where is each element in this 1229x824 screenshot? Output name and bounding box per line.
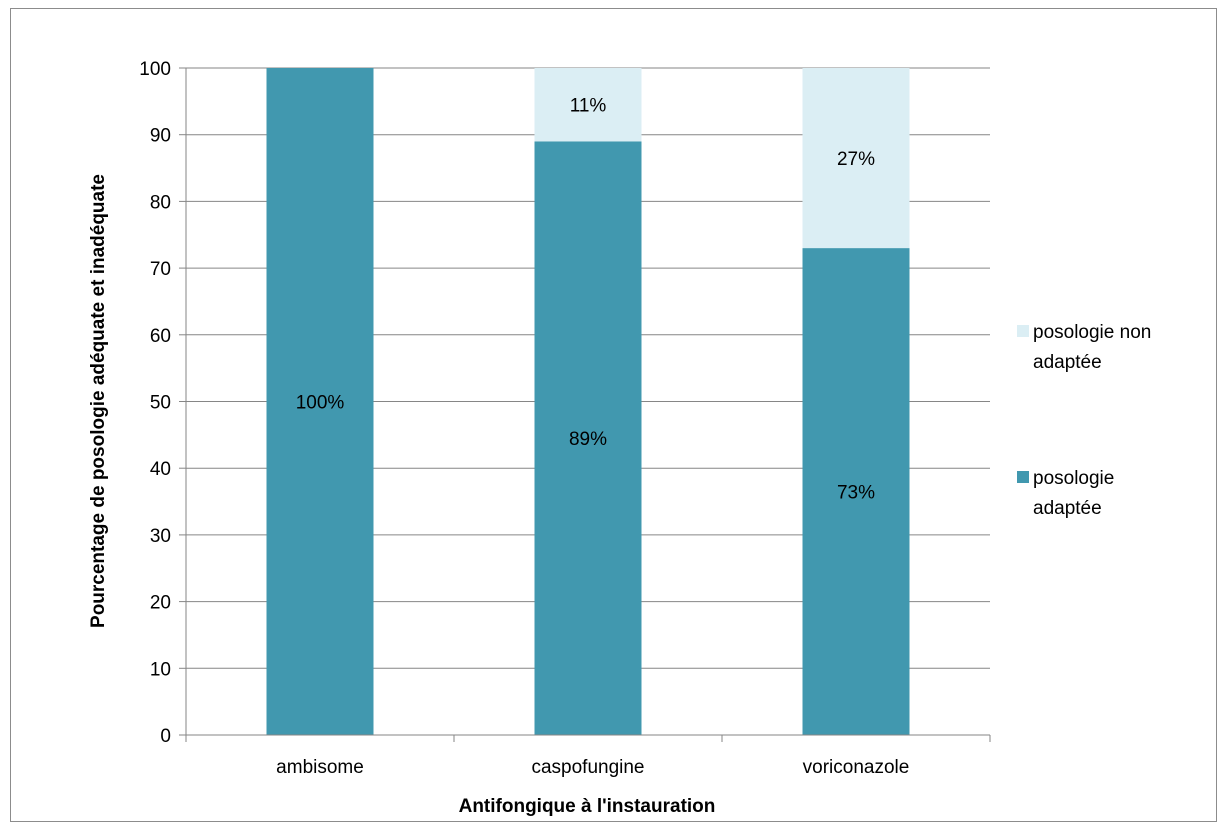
y-axis-title: Pourcentage de posologie adéquate et ina… xyxy=(88,174,109,628)
y-tick-label: 30 xyxy=(150,526,171,547)
data-label: 89% xyxy=(569,429,607,450)
data-label: 73% xyxy=(837,483,875,504)
y-tick-label: 10 xyxy=(150,659,171,680)
data-labels: 100% 89% 11% 73% 27% xyxy=(296,96,875,504)
y-tick-label: 20 xyxy=(150,593,171,614)
bar-ambisome-series-0 xyxy=(266,68,374,735)
y-tick-label: 100 xyxy=(139,59,171,80)
y-tick-labels: 0 10 20 30 40 50 60 70 80 90 100 xyxy=(139,59,171,747)
x-tick-label: caspofungine xyxy=(531,757,644,778)
y-tick-label: 50 xyxy=(150,393,171,414)
y-tick-label: 60 xyxy=(150,326,171,347)
data-label: 27% xyxy=(837,149,875,170)
legend-swatch xyxy=(1017,471,1029,483)
data-label: 11% xyxy=(570,96,607,117)
legend: posologie non adaptée posologie adaptée xyxy=(1017,322,1151,519)
bar-caspofungine-series-0 xyxy=(534,141,642,735)
bar-voriconazole-series-0 xyxy=(802,248,910,735)
legend-label: adaptée xyxy=(1033,352,1102,373)
y-tick-label: 40 xyxy=(150,459,171,480)
y-tick-label: 80 xyxy=(150,192,171,213)
data-label: 100% xyxy=(296,393,345,414)
legend-label: posologie xyxy=(1033,468,1114,489)
bar-caspofungine-series-1 xyxy=(534,68,642,142)
legend-swatch xyxy=(1017,325,1029,337)
y-tick-label: 70 xyxy=(150,259,171,280)
legend-label: posologie non xyxy=(1033,322,1151,343)
y-tick-label: 90 xyxy=(150,126,171,147)
x-tick-label: voriconazole xyxy=(803,757,910,778)
axes xyxy=(179,67,991,742)
bars xyxy=(266,68,910,735)
y-tick-label: 0 xyxy=(160,726,171,747)
legend-label: adaptée xyxy=(1033,498,1102,519)
x-tick-label: ambisome xyxy=(276,757,364,778)
x-axis-title: Antifongique à l'instauration xyxy=(459,796,716,817)
x-tick-labels: ambisome caspofungine voriconazole xyxy=(276,757,909,778)
bar-voriconazole-series-1 xyxy=(802,68,910,249)
